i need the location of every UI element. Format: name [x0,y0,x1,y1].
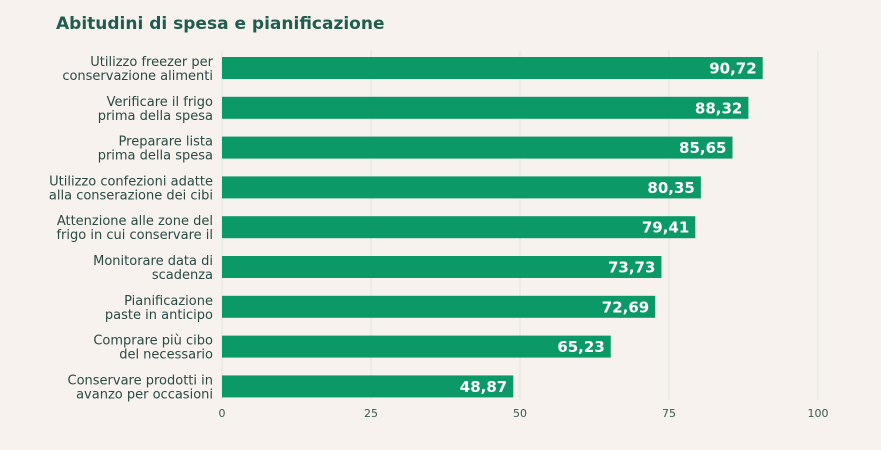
x-tick-label: 100 [808,407,829,420]
data-label: 73,73 [608,259,655,277]
category-label: Pianificazione paste in anticipo [105,294,213,323]
bar [222,57,763,79]
bar [222,256,662,278]
category-label: Utilizzo confezioni adatte alla conserazi… [49,174,213,203]
x-tick-label: 50 [513,407,527,420]
category-label: Preparare lista prima della spesa [98,135,213,164]
category-label: Comprare più cibo del necessario [93,334,213,363]
bar [222,176,701,199]
data-label: 72,69 [602,298,649,316]
data-label: 48,87 [460,378,507,396]
bar [222,96,749,119]
chart-title: Abitudini di spesa e pianificazione [56,14,385,34]
category-label: Utilizzo freezer per conservazione alimen… [62,55,213,84]
data-label: 85,65 [679,139,726,157]
data-label: 80,35 [647,179,694,197]
bar [222,216,696,239]
category-label: Attenzione alle zone del frigo in cui con… [56,214,213,243]
category-label: Monitorare data di scadenza [93,254,213,283]
bar [222,295,656,318]
bar [222,136,733,159]
category-label: Verificare il frigo prima della spesa [98,95,213,124]
data-label: 90,72 [709,60,756,78]
x-tick-label: 75 [662,407,676,420]
data-label: 79,41 [642,219,689,237]
data-label: 88,32 [695,99,742,117]
data-label: 65,23 [557,338,604,356]
category-label: Conservare prodotti in avanzo per occasio… [68,373,214,402]
bar [222,335,611,358]
x-tick-label: 0 [219,407,226,420]
x-tick-label: 25 [364,407,378,420]
bar [222,375,514,398]
